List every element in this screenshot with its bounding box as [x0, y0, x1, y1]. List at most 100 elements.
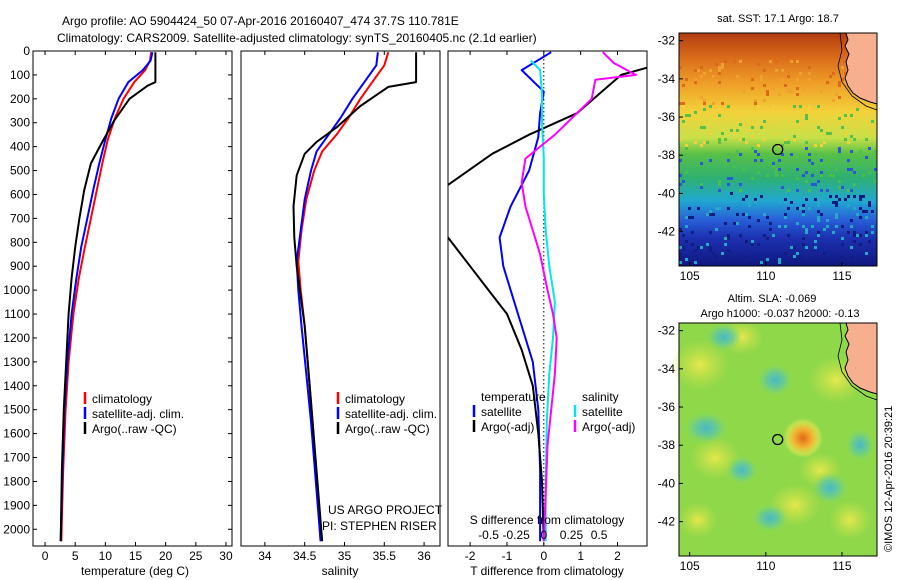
t-difference-axis-label: T difference from climatology	[470, 564, 624, 578]
sst-pixel	[781, 174, 784, 177]
sst-pixel	[739, 183, 742, 186]
sst-pixel	[766, 174, 769, 177]
sst-pixel	[796, 87, 799, 90]
sst-pixel	[853, 231, 856, 234]
sst-pixel	[874, 150, 877, 153]
sst-pixel	[721, 132, 724, 135]
sst-pixel	[721, 66, 724, 69]
legend-label-climatology: climatology	[345, 392, 405, 406]
sst-pixel	[754, 159, 757, 162]
salinity-series	[292, 51, 418, 542]
sst-pixel	[718, 72, 721, 75]
pi-credit: PI: STEPHEN RISER	[322, 519, 437, 533]
sst-pixel	[724, 60, 727, 63]
sst-pixel	[865, 216, 868, 219]
sst-pixel	[751, 135, 754, 138]
sst-pixel	[718, 81, 721, 84]
sst-pixel	[781, 186, 784, 189]
sst-pixel	[769, 60, 772, 63]
depth-tick-label: 600	[10, 187, 30, 201]
sst-pixel	[724, 162, 727, 165]
sst-pixel	[841, 255, 844, 258]
sst-pixel	[718, 141, 721, 144]
sst-pixel	[790, 198, 793, 201]
sst-pixel	[766, 216, 769, 219]
sst-pixel	[853, 171, 856, 174]
sst-pixel	[709, 159, 712, 162]
sst-pixel	[817, 219, 820, 222]
map-y-tick-label: -38	[658, 438, 676, 452]
sst-pixel	[787, 141, 790, 144]
sst-pixel	[721, 102, 724, 105]
sst-pixel	[784, 84, 787, 87]
sst-pixel	[685, 144, 688, 147]
sst-pixel	[817, 210, 820, 213]
map-y-tick-label: -36	[658, 110, 676, 124]
sst-pixel	[799, 255, 802, 258]
sst-pixel	[853, 234, 856, 237]
sst-pixel	[685, 216, 688, 219]
sst-pixel	[826, 81, 829, 84]
sst-pixel	[847, 189, 850, 192]
sst-pixel	[850, 225, 853, 228]
series-line-satellite-adj-clim-	[59, 51, 154, 542]
sst-pixel	[868, 204, 871, 207]
s-difference-ticks: -0.5 -0.25 0 0.25 0.5	[478, 528, 608, 542]
sst-pixel	[691, 231, 694, 234]
salinity-axes-frame	[240, 50, 441, 547]
sst-pixel	[742, 168, 745, 171]
altimetry-argo-marker	[772, 433, 784, 446]
sst-pixel	[694, 81, 697, 84]
sst-pixel	[865, 201, 868, 204]
sst-pixel	[865, 156, 868, 159]
sst-pixel	[817, 204, 820, 207]
sst-pixel	[814, 183, 817, 186]
sst-pixel	[724, 222, 727, 225]
sst-pixel	[709, 231, 712, 234]
sst-pixel	[697, 69, 700, 72]
map-x-tick-label: 105	[680, 559, 700, 573]
sst-pixel	[850, 219, 853, 222]
x-tick-label: 20	[159, 549, 173, 563]
sst-pixel	[820, 174, 823, 177]
sst-pixel	[766, 258, 769, 261]
sst-pixel	[760, 75, 763, 78]
sst-pixel	[841, 243, 844, 246]
sst-pixel	[694, 117, 697, 120]
sst-pixel	[772, 105, 775, 108]
sst-pixel	[703, 102, 706, 105]
series-line-argo-raw-qc-	[59, 52, 157, 542]
legend-label-s-argo: Argo(-adj)	[582, 420, 635, 434]
sst-pixel	[778, 258, 781, 261]
sst-pixel	[709, 246, 712, 249]
sst-pixel	[829, 75, 832, 78]
s-difference-tick-label: -0.25	[502, 528, 530, 542]
sst-pixel	[772, 165, 775, 168]
sst-pixel	[718, 138, 721, 141]
map-y-tick-label: -34	[658, 362, 676, 376]
series-line-salinity-argo-adj-	[520, 51, 637, 542]
sst-pixel	[682, 105, 685, 108]
sst-pixel	[739, 153, 742, 156]
sst-pixel	[751, 243, 754, 246]
sst-pixel	[871, 231, 874, 234]
sst-pixel	[742, 138, 745, 141]
map-y-tick-label: -40	[658, 476, 676, 490]
difference-legend: temperature satellite Argo(-adj) salinit…	[472, 390, 635, 434]
sst-pixel	[745, 255, 748, 258]
sst-pixel	[691, 216, 694, 219]
sst-pixel	[847, 204, 850, 207]
sst-pixel	[709, 213, 712, 216]
sst-pixel	[685, 225, 688, 228]
sst-pixel	[754, 150, 757, 153]
altimetry-map-axes: 105 110 115 -32 -34 -36 -38 -40 -42	[658, 324, 852, 573]
sst-pixel	[700, 186, 703, 189]
difference-series	[447, 51, 648, 542]
sst-pixel	[814, 144, 817, 147]
sst-pixel	[865, 210, 868, 213]
sst-pixel	[688, 207, 691, 210]
sst-pixel	[712, 75, 715, 78]
sst-pixel	[796, 207, 799, 210]
series-line-satellite-adj-clim-	[295, 52, 379, 542]
sst-pixel	[850, 135, 853, 138]
